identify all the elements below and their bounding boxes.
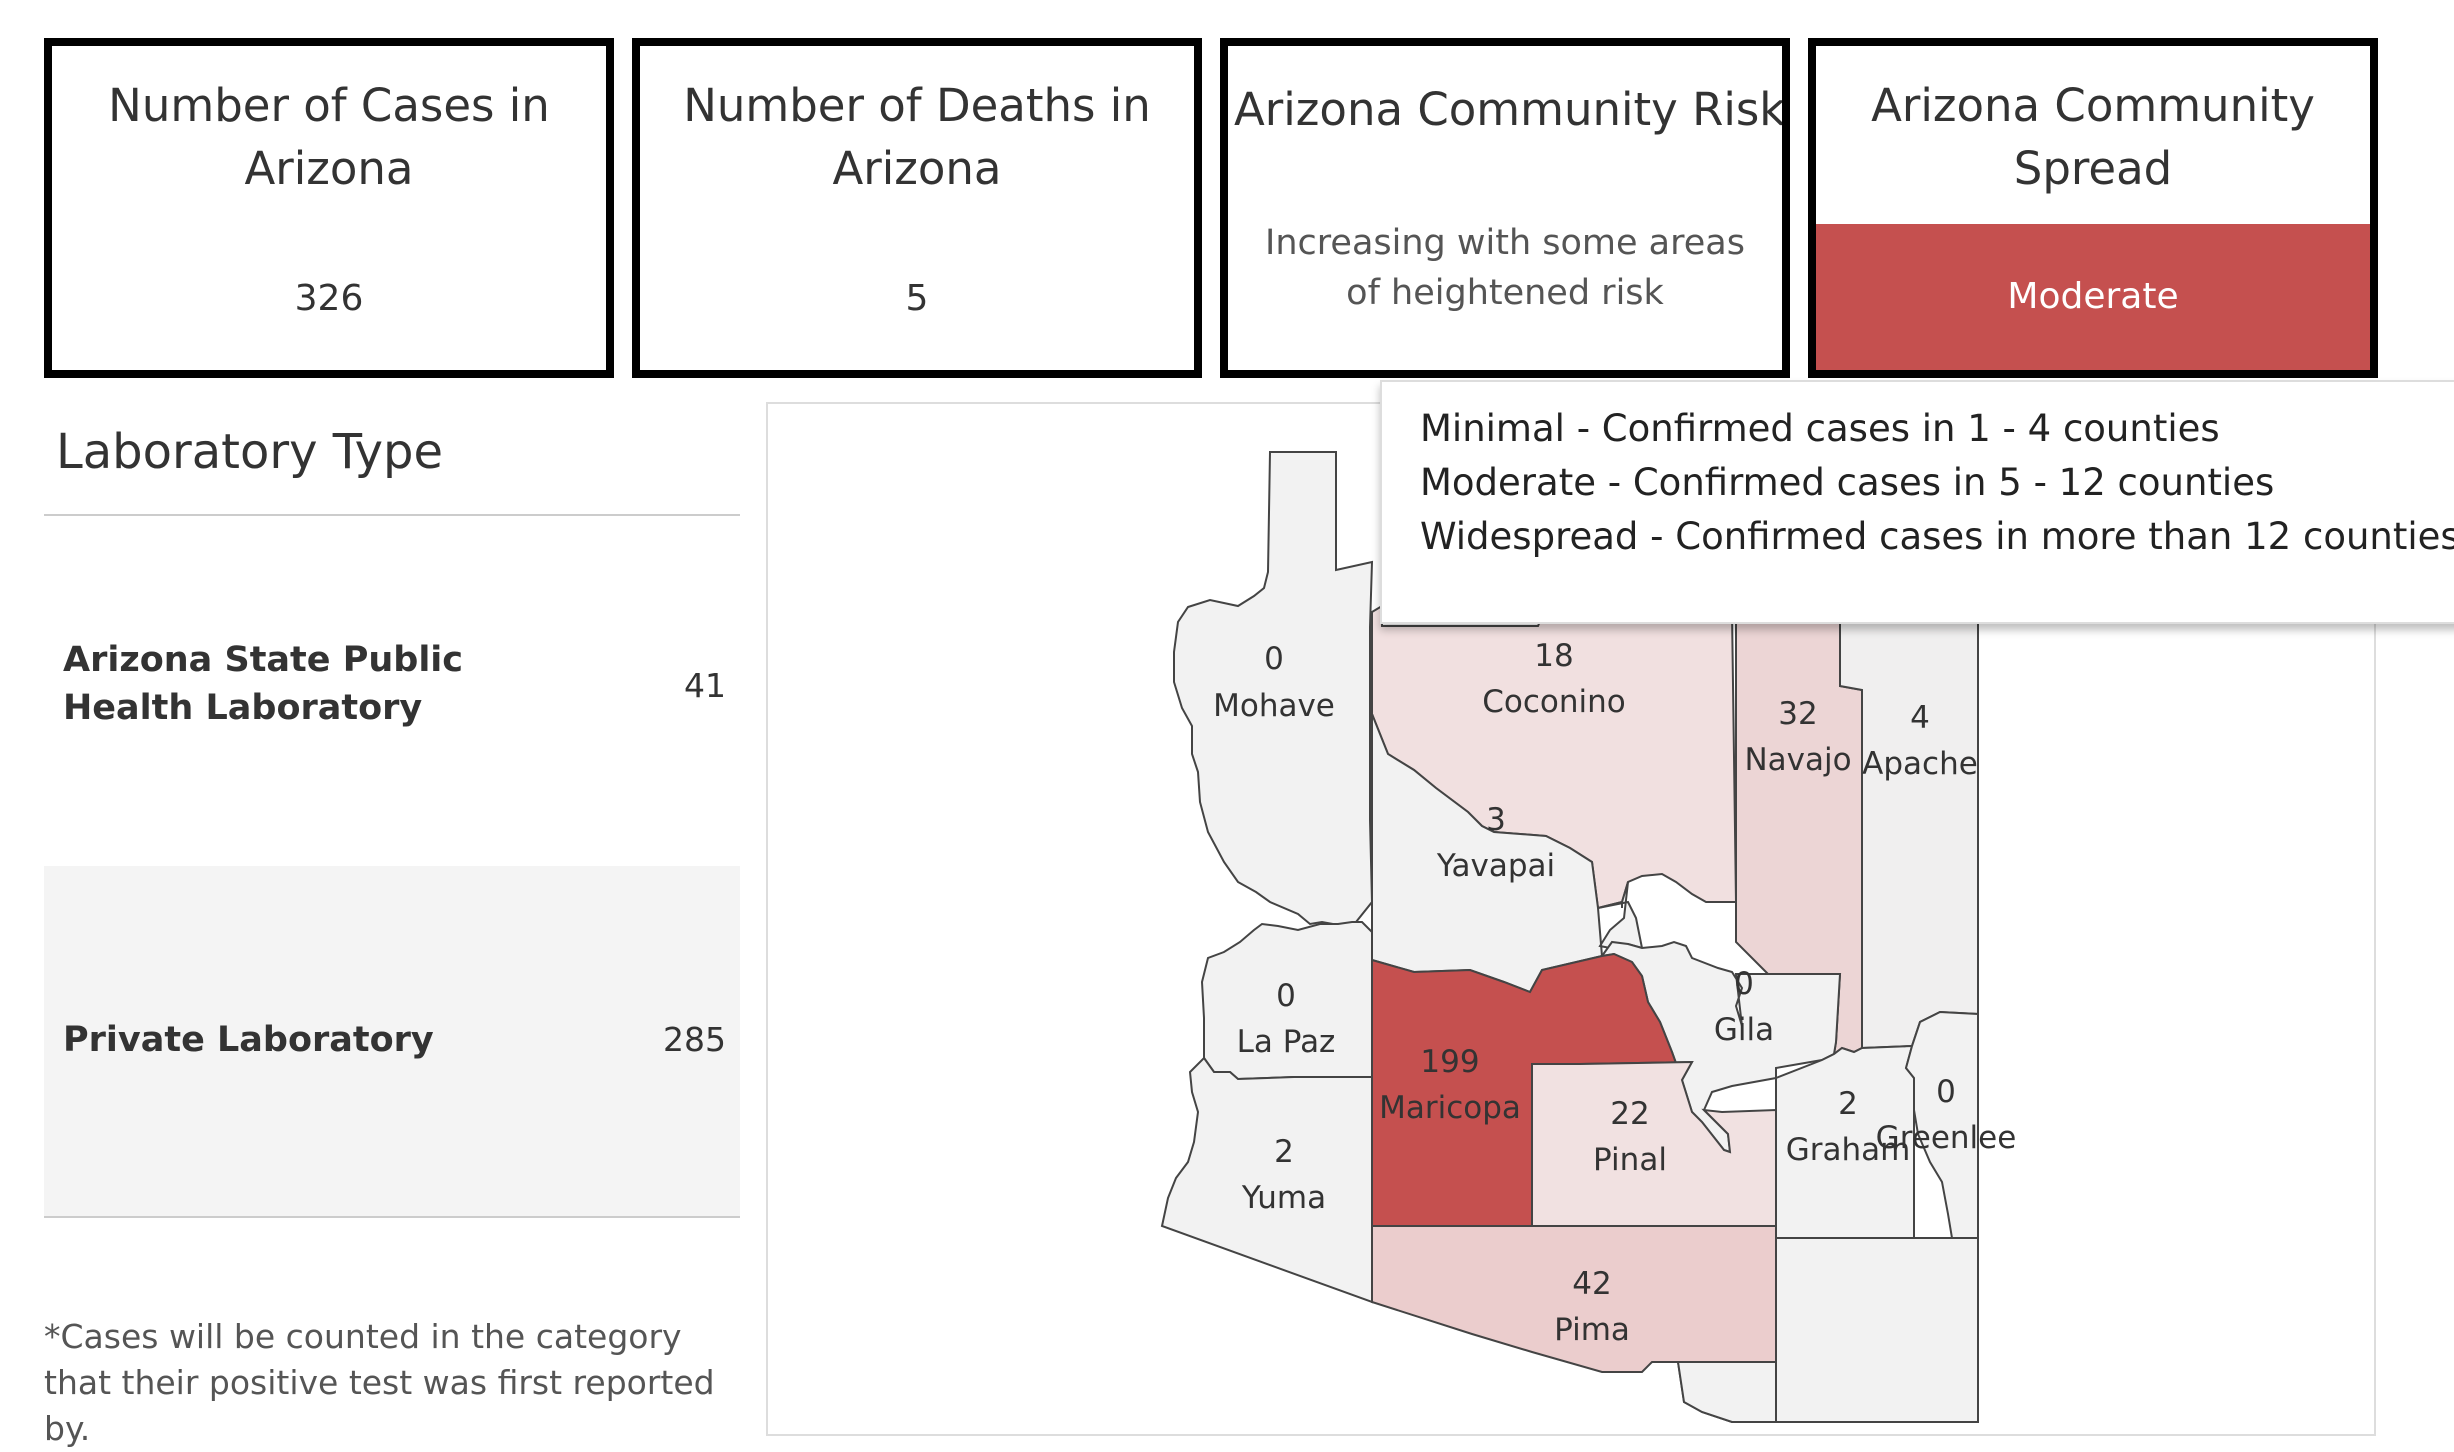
county-name-pinal: Pinal	[1593, 1142, 1667, 1178]
county-name-yavapai: Yavapai	[1436, 848, 1555, 884]
lab-row-label: Arizona State Public Health Laboratory	[63, 640, 464, 728]
tooltip-line-moderate: Moderate - Confirmed cases in 5 - 12 cou…	[1420, 461, 2275, 504]
county-name-greenlee: Greenlee	[1876, 1120, 2017, 1156]
lab-row-value: 285	[663, 1020, 726, 1059]
county-name-la-paz: La Paz	[1237, 1024, 1336, 1060]
arizona-county-map: 0 Mohave 18 Coconino 32 Navajo 4 Apache 3 Yavapai…	[1160, 451, 2017, 1423]
lab-footnote: *Cases will be counted in the category t…	[44, 1317, 715, 1448]
county-case-count-yuma: 2	[1274, 1134, 1294, 1170]
county-case-count-pinal: 22	[1610, 1096, 1649, 1132]
cases-card: Number of Cases in Arizona 326	[44, 38, 614, 378]
county-santa-cruz[interactable]	[1676, 1361, 1777, 1423]
spread-card[interactable]: Arizona Community Spread Moderate	[1808, 38, 2378, 378]
lab-type-title: Laboratory Type	[56, 424, 443, 480]
county-name-maricopa: Maricopa	[1379, 1090, 1521, 1126]
tooltip-line-minimal: Minimal - Confirmed cases in 1 - 4 count…	[1420, 407, 2220, 450]
county-case-count-coconino: 18	[1534, 638, 1573, 674]
deaths-card-title: Number of Deaths in Arizona	[683, 79, 1151, 195]
county-name-apache: Apache	[1862, 746, 1978, 782]
lab-title-divider	[44, 514, 740, 516]
lab-bottom-divider	[44, 1216, 740, 1218]
county-name-yuma: Yuma	[1241, 1180, 1326, 1216]
county-yuma[interactable]	[1160, 1056, 1373, 1304]
tooltip-line-widespread: Widespread - Confirmed cases in more tha…	[1420, 515, 2454, 558]
county-greenlee[interactable]	[1904, 1010, 1979, 1239]
county-name-pima: Pima	[1554, 1312, 1630, 1348]
county-name-mohave: Mohave	[1213, 688, 1335, 724]
county-case-count-greenlee: 0	[1936, 1074, 1956, 1110]
lab-row-label: Private Laboratory	[63, 1020, 434, 1060]
lab-row-value: 41	[684, 666, 726, 705]
lab-row-private[interactable]: Private Laboratory 285	[44, 866, 740, 1216]
community-spread-tooltip: Minimal - Confirmed cases in 1 - 4 count…	[1380, 380, 2454, 624]
deaths-card-value: 5	[905, 278, 929, 319]
county-case-count-graham: 2	[1838, 1086, 1858, 1122]
risk-card: Arizona Community Risk Increasing with s…	[1220, 38, 1790, 378]
spread-card-title: Arizona Community Spread	[1871, 79, 2315, 195]
county-cochise[interactable]	[1775, 1237, 1979, 1423]
lab-row-state[interactable]: Arizona State Public Health Laboratory 4…	[44, 516, 740, 866]
county-case-count-maricopa: 199	[1420, 1044, 1479, 1080]
county-case-count-navajo: 32	[1778, 696, 1817, 732]
county-name-navajo: Navajo	[1744, 742, 1851, 778]
county-name-graham: Graham	[1786, 1132, 1911, 1168]
risk-card-title: Arizona Community Risk	[1234, 83, 1786, 136]
spread-level-band	[1816, 224, 2370, 370]
county-la-paz[interactable]	[1200, 921, 1373, 1081]
county-case-count-pima: 42	[1572, 1266, 1611, 1302]
county-case-count-apache: 4	[1910, 700, 1930, 736]
deaths-card: Number of Deaths in Arizona 5	[632, 38, 1202, 378]
county-case-count-la-paz: 0	[1276, 978, 1296, 1014]
county-case-count-gila: 0	[1734, 966, 1754, 1002]
spread-card-value: Moderate	[2007, 276, 2179, 317]
risk-card-description: Increasing with some areas of heightened…	[1265, 223, 1745, 313]
county-name-coconino: Coconino	[1482, 684, 1626, 720]
cases-card-title: Number of Cases in Arizona	[108, 79, 550, 195]
county-case-count-mohave: 0	[1264, 641, 1284, 677]
county-name-gila: Gila	[1714, 1012, 1774, 1048]
cases-card-value: 326	[294, 278, 364, 319]
county-case-count-yavapai: 3	[1486, 802, 1506, 838]
county-mohave[interactable]	[1173, 451, 1374, 928]
